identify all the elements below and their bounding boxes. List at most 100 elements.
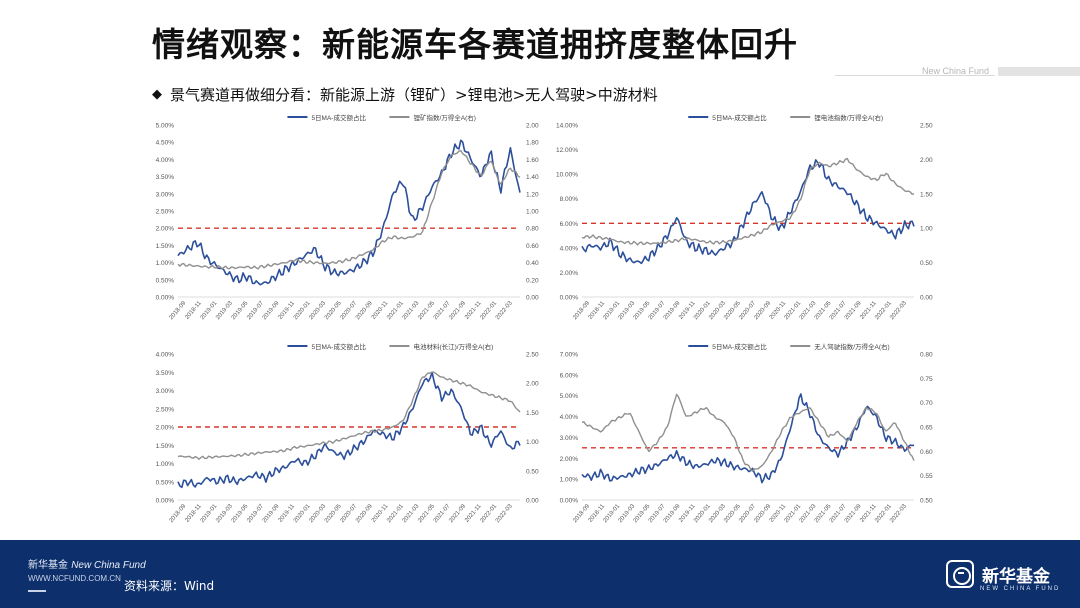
y-right-tick-label: 0.60 [920,449,933,456]
chart-battery-materials-svg: 5日MA-成交额占比 电池材料(长江)/万得全A(右) 0.00% 0.50% 1.00… [156,342,539,524]
y-right-tick-label: 1.50 [526,410,539,417]
y-right-tick-label: 2.00 [526,381,539,388]
chart-legend: 5日MA-成交额占比 锂电池指数/万得全A(右) [688,113,883,122]
legend-label: 5日MA-成交额占比 [712,113,767,122]
footer-brand: 新华基金 New China Fund [28,556,146,571]
series-line-index-ratio [581,393,915,472]
y-left-tick-label: 3.00% [560,435,579,442]
logo-subtext: NEW CHINA FUND [980,586,1061,592]
chart-lithium-battery-svg: 5日MA-成交额占比 锂电池指数/万得全A(右) 0.00% 2.00% 4.00% 6.… [556,113,933,321]
footer: 新华基金 New China Fund WWW.NCFUND.COM.CN 资料… [0,540,1080,608]
y-left-tick-label: 3.00% [156,388,175,395]
chart-autonomous-driving-svg: 5日MA-成交额占比 无人驾驶指数/万得全A(右) 0.00% 1.00% 2.00% 3… [560,342,933,524]
y-left-tick-label: 4.00% [156,157,175,164]
y-left-tick-label: 0.00% [156,295,175,302]
y-left-tick-label: 4.00% [560,414,579,421]
chart-autonomous-driving: 5日MA-成交额占比 无人驾驶指数/万得全A(右) 0.00% 1.00% 2.00% 3… [550,340,950,540]
y-left-tick-label: 6.00% [560,372,579,379]
y-left-tick-label: 4.00% [156,352,175,359]
chart-lithium-mine-svg: 5日MA-成交额占比 锂矿指数/万得全A(右) 0.00% 0.50% 1.00% 1.5… [156,113,539,321]
data-source: 资料来源：Wind [124,579,215,593]
legend-label: 5日MA-成交额占比 [712,342,767,351]
chart-lithium-battery: 5日MA-成交额占比 锂电池指数/万得全A(右) 0.00% 2.00% 4.00% 6.… [550,111,950,337]
y-left-tick-label: 0.00% [560,498,579,505]
y-right-tick-label: 1.00 [920,226,933,233]
y-right-tick-label: 0.80 [526,226,539,233]
y-left-tick-label: 2.50% [156,209,175,216]
y-left-tick-label: 2.00% [156,226,175,233]
brand-divider [835,75,995,76]
y-left-tick-label: 5.00% [156,123,175,130]
y-left-tick-label: 1.50% [156,243,175,250]
y-right-tick-label: 0.00 [920,295,933,302]
y-right-tick-label: 1.00 [526,209,539,216]
y-right-tick-label: 2.00 [526,123,539,130]
series-line-turnover-share [581,393,915,484]
series-line-turnover-share [177,371,521,489]
page-title: 情绪观察：新能源车各赛道拥挤度整体回升 [152,25,798,64]
y-left-tick-label: 0.00% [156,498,175,505]
x-tick-label: 2022-03 [495,300,514,321]
y-right-tick-label: 0.00 [526,295,539,302]
legend-label: 无人驾驶指数/万得全A(右) [814,342,889,351]
y-right-tick-label: 0.80 [920,352,933,359]
series-line-turnover-share [177,139,521,286]
legend-label: 5日MA-成交额占比 [311,342,366,351]
y-right-tick-label: 1.40 [526,174,539,181]
y-right-tick-label: 0.75 [920,376,933,383]
y-left-tick-label: 2.00% [560,456,579,463]
y-left-tick-label: 3.50% [156,174,175,181]
y-right-tick-label: 0.50 [526,468,539,475]
series-line-index-ratio [177,371,521,460]
y-right-tick-label: 2.00 [920,157,933,164]
y-right-tick-label: 0.55 [920,473,933,480]
x-tick-label: 2022-03 [889,300,908,321]
y-left-tick-label: 10.00% [556,172,578,179]
legend-label: 锂矿指数/万得全A(右) [413,113,475,122]
chart-legend: 5日MA-成交额占比 锂矿指数/万得全A(右) [287,113,476,122]
y-right-tick-label: 0.20 [526,277,539,284]
y-left-tick-label: 7.00% [560,352,579,359]
brand-bar [998,67,1080,76]
chart-battery-materials: 5日MA-成交额占比 电池材料(长江)/万得全A(右) 0.00% 0.50% 1.00… [146,340,556,540]
y-left-tick-label: 4.50% [156,140,175,147]
y-right-tick-label: 1.00 [526,439,539,446]
legend-label: 锂电池指数/万得全A(右) [814,113,883,122]
y-right-tick-label: 1.60 [526,157,539,164]
y-right-tick-label: 0.40 [526,260,539,267]
y-left-tick-label: 2.00% [560,270,579,277]
brand-top-label: New China Fund [922,66,990,76]
series-line-index-ratio [581,157,915,246]
series-line-turnover-share [581,159,915,265]
y-right-tick-label: 0.60 [526,243,539,250]
y-right-tick-label: 2.50 [526,352,539,359]
logo-text: 新华基金 [982,567,1050,587]
series-line-index-ratio [177,149,521,270]
footer-url[interactable]: WWW.NCFUND.COM.CN [28,574,121,583]
x-tick-label: 2022-03 [495,503,514,524]
y-left-tick-label: 5.00% [560,393,579,400]
footer-divider [28,590,46,592]
diamond-bullet-icon: ◆ [152,87,162,102]
y-left-tick-label: 2.00% [156,425,175,432]
y-left-tick-label: 4.00% [560,245,579,252]
y-left-tick-label: 1.50% [156,443,175,450]
y-left-tick-label: 0.50% [156,479,175,486]
y-left-tick-label: 0.50% [156,277,175,284]
y-left-tick-label: 3.00% [156,191,175,198]
y-left-tick-label: 1.00% [156,260,175,267]
subtitle-row: ◆ 景气赛道再做细分看：新能源上游（锂矿）>锂电池>无人驾驶>中游材料 [152,84,658,105]
y-right-tick-label: 0.00 [526,498,539,505]
y-right-tick-label: 2.50 [920,123,933,130]
y-left-tick-label: 1.00% [156,461,175,468]
y-left-tick-label: 2.50% [156,406,175,413]
y-right-tick-label: 1.50 [920,191,933,198]
x-tick-label: 2022-03 [889,503,908,524]
y-right-tick-label: 0.70 [920,400,933,407]
y-left-tick-label: 14.00% [556,123,578,130]
chart-legend: 5日MA-成交额占比 电池材料(长江)/万得全A(右) [287,342,493,351]
legend-label: 电池材料(长江)/万得全A(右) [413,342,493,351]
y-left-tick-label: 1.00% [560,477,579,484]
y-right-tick-label: 0.65 [920,425,933,432]
y-right-tick-label: 1.80 [526,140,539,147]
